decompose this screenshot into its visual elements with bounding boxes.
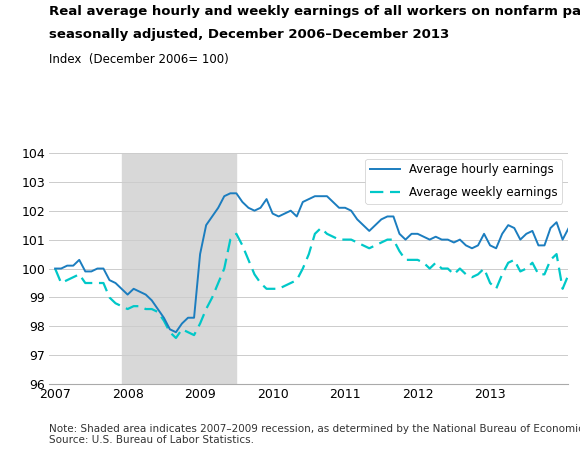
Text: Note: Shaded area indicates 2007–2009 recession, as determined by the National B: Note: Shaded area indicates 2007–2009 re…: [49, 424, 580, 445]
Bar: [122, 153, 236, 384]
Legend: Average hourly earnings, Average weekly earnings: Average hourly earnings, Average weekly …: [365, 159, 563, 204]
Text: Index  (December 2006= 100): Index (December 2006= 100): [49, 53, 229, 66]
Text: Real average hourly and weekly earnings of all workers on nonfarm payrolls,: Real average hourly and weekly earnings …: [49, 5, 580, 18]
Text: seasonally adjusted, December 2006–December 2013: seasonally adjusted, December 2006–Decem…: [49, 28, 450, 41]
